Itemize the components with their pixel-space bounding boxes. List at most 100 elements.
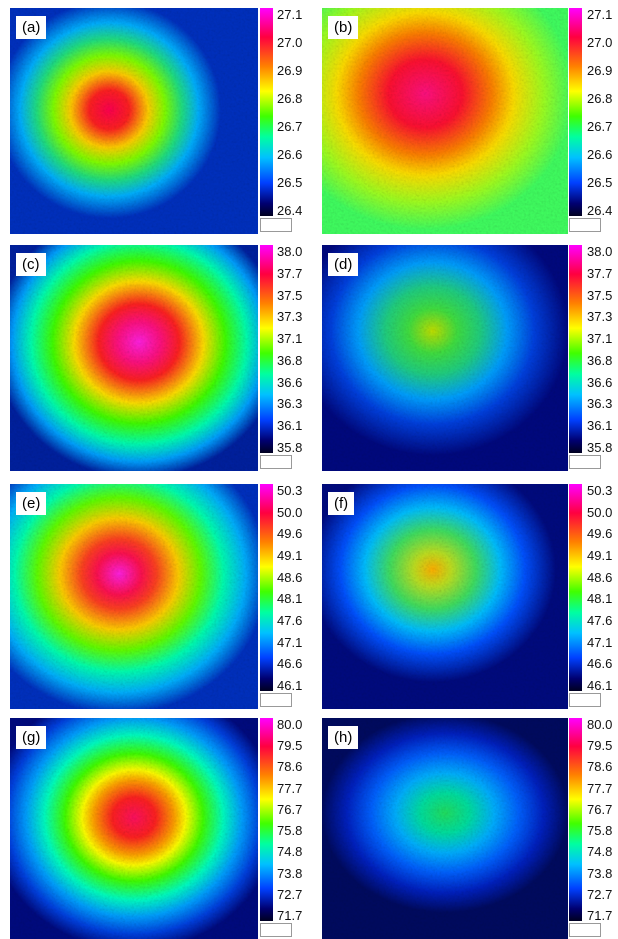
colorbar-tick-label: 78.6 [277,759,303,775]
colorbar-tick-label: 27.0 [587,35,613,50]
thermal-image: (e) [10,484,258,709]
colorbar [569,245,582,453]
colorbar-tick-label: 75.8 [587,823,613,839]
colorbar-tick-label: 73.8 [277,865,303,881]
colorbar-tick-label: 36.1 [277,418,303,434]
colorbar-tick-label: 50.3 [277,483,303,498]
colorbar-tick-label: 50.3 [587,483,613,498]
colorbar-tick-label: 80.0 [277,717,303,732]
colorbar-tick-label: 37.1 [277,331,303,347]
panel-label: (e) [16,492,47,515]
legend-box [569,923,601,937]
colorbar-tick-label: 75.8 [277,823,303,839]
panel-label: (b) [328,16,359,39]
colorbar-tick-label: 36.8 [587,352,613,368]
colorbar-tick-label: 47.6 [277,613,303,628]
colorbar-tick-label: 38.0 [277,244,303,259]
colorbar-tick-label: 77.7 [277,780,303,796]
colorbar-tick-label: 76.7 [277,801,303,817]
colorbar [569,8,582,216]
legend-box [260,218,292,232]
colorbar-tick-label: 35.8 [277,440,303,455]
colorbar-tick-label: 26.9 [587,63,613,78]
colorbar-tick-label: 26.8 [587,91,613,106]
colorbar-tick-label: 71.7 [277,908,303,923]
colorbar-tick-label: 26.4 [277,203,303,218]
panel-label: (h) [328,726,359,749]
colorbar-tick-label: 48.1 [277,591,303,607]
thermal-image: (c) [10,245,258,471]
panel-label: (f) [328,492,355,515]
colorbar-tick-label: 72.7 [587,886,613,902]
colorbar-tick-label: 27.0 [277,35,303,50]
thermal-image: (f) [322,484,568,709]
colorbar-tick-label: 74.8 [277,844,303,860]
colorbar-tick-label: 48.6 [277,569,303,585]
colorbar-tick-label: 50.0 [277,504,303,520]
colorbar-tick-label: 71.7 [587,908,613,923]
colorbar-tick-label: 48.1 [587,591,613,607]
panel-label: (g) [16,726,47,749]
colorbar [260,484,273,691]
colorbar-tick-label: 26.5 [587,175,613,190]
colorbar-tick-label: 36.8 [277,352,303,368]
panel-label: (c) [16,253,46,276]
colorbar-tick-label: 77.7 [587,780,613,796]
colorbar-tick-label: 27.1 [587,7,613,22]
noise [10,484,258,709]
colorbar-tick-label: 35.8 [587,440,613,455]
colorbar-tick-label: 26.4 [587,203,613,218]
colorbar-tick-label: 47.1 [587,634,613,650]
noise [322,245,568,471]
thermal-image: (b) [322,8,568,234]
colorbar-tick-label: 26.6 [277,147,303,162]
colorbar-tick-label: 79.5 [587,738,613,754]
colorbar-tick-label: 27.1 [277,7,303,22]
colorbar-tick-label: 37.5 [277,287,303,303]
colorbar-tick-label: 79.5 [277,738,303,754]
colorbar-tick-label: 38.0 [587,244,613,259]
colorbar-tick-label: 49.6 [587,526,613,542]
legend-box [569,218,601,232]
colorbar-tick-label: 78.6 [587,759,613,775]
colorbar-tick-label: 73.8 [587,865,613,881]
colorbar-tick-label: 46.6 [587,656,613,672]
colorbar-tick-label: 26.5 [277,175,303,190]
legend-box [260,693,292,707]
legend-box [569,693,601,707]
colorbar-tick-label: 50.0 [587,504,613,520]
colorbar-tick-label: 74.8 [587,844,613,860]
colorbar [260,245,273,453]
thermal-image: (g) [10,718,258,939]
colorbar-tick-label: 36.6 [277,374,303,390]
legend-box [569,455,601,469]
colorbar-tick-label: 37.5 [587,287,613,303]
colorbar-tick-label: 37.7 [587,265,613,281]
colorbar [569,718,582,921]
legend-box [260,923,292,937]
colorbar [569,484,582,691]
colorbar-tick-label: 80.0 [587,717,613,732]
noise [10,8,258,234]
colorbar-tick-label: 46.6 [277,656,303,672]
thermal-image: (a) [10,8,258,234]
noise [322,484,568,709]
panel-label: (a) [16,16,47,39]
colorbar-tick-label: 26.8 [277,91,303,106]
colorbar-tick-label: 46.1 [277,678,303,693]
colorbar-tick-label: 26.6 [587,147,613,162]
colorbar-tick-label: 36.3 [587,396,613,412]
colorbar-tick-label: 72.7 [277,886,303,902]
panel-label: (d) [328,253,359,276]
legend-box [260,455,292,469]
thermal-image: (d) [322,245,568,471]
noise [10,245,258,471]
colorbar-tick-label: 26.9 [277,63,303,78]
colorbar-tick-label: 36.1 [587,418,613,434]
colorbar-tick-label: 49.6 [277,526,303,542]
colorbar-tick-label: 36.6 [587,374,613,390]
noise [322,718,568,939]
colorbar-tick-label: 49.1 [587,548,613,563]
colorbar-tick-label: 36.3 [277,396,303,412]
